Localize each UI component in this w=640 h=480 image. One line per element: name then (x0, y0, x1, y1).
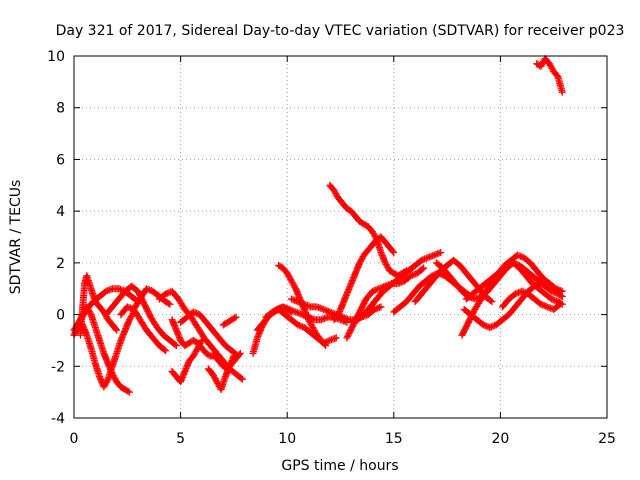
y-tick-label: -2 (51, 359, 65, 375)
series-track-ab (460, 280, 564, 331)
data-point-marker (231, 314, 239, 322)
tick-labels: 0 5 10 15 20 25 -4 -2 0 2 4 6 8 10 (47, 49, 616, 447)
data-point (377, 303, 385, 311)
data-point-marker (112, 325, 120, 333)
x-tick-label: 5 (176, 431, 185, 447)
data-point (322, 342, 330, 350)
series-track-ad (533, 55, 566, 96)
data-point-marker (237, 374, 245, 382)
x-tick-label: 25 (598, 431, 616, 447)
y-tick-label: 2 (56, 256, 65, 272)
data-point (230, 352, 238, 360)
y-tick-label: -4 (51, 411, 65, 427)
data-point (198, 336, 206, 344)
data-point (113, 326, 121, 334)
y-tick-label: 8 (56, 101, 65, 117)
data-point-marker (233, 351, 241, 359)
x-axis-label: GPS time / hours (281, 458, 398, 474)
series-track-t (330, 233, 398, 324)
data-point (488, 298, 496, 306)
data-point (558, 88, 566, 96)
data-point-marker (487, 297, 495, 305)
data-markers (70, 55, 566, 396)
data-point (125, 388, 133, 396)
data-point (420, 264, 428, 272)
data-point (556, 287, 564, 295)
y-tick-label: 4 (56, 204, 65, 220)
series-track-k (177, 308, 242, 360)
series-track-l (204, 352, 238, 394)
data-point-marker (321, 340, 329, 348)
data-point-marker (389, 247, 397, 255)
axis-ticks (73, 55, 608, 419)
x-tick-label: 10 (278, 431, 296, 447)
series-track-v (347, 249, 445, 326)
chart-title: Day 321 of 2017, Sidereal Day-to-day VTE… (56, 23, 625, 39)
y-tick-label: 10 (47, 49, 65, 65)
data-point-marker (171, 341, 179, 349)
data-point (232, 313, 240, 321)
series-track-s (326, 181, 411, 280)
data-point-marker (86, 309, 94, 317)
series-track-f (117, 303, 170, 355)
data-point-marker (103, 377, 111, 385)
data-point (162, 347, 170, 355)
series-track-m (219, 313, 240, 329)
data-point-marker (165, 299, 173, 307)
data-point (166, 300, 174, 308)
x-tick-label: 15 (385, 431, 403, 447)
series-track-q (275, 261, 330, 350)
data-point-marker (160, 346, 168, 354)
data-point-marker (553, 71, 561, 79)
data-point (332, 334, 340, 342)
grid-lines (74, 56, 607, 418)
data-point (238, 375, 246, 383)
data-point-marker (418, 265, 426, 273)
y-axis-label: SDTVAR / TECUs (8, 180, 24, 295)
x-tick-label: 0 (70, 431, 79, 447)
data-point-marker (291, 283, 299, 291)
series-track-ac (499, 287, 564, 313)
data-point-marker (197, 338, 205, 346)
data-point (172, 342, 180, 350)
plot-frame (73, 55, 608, 419)
series-track-p (262, 305, 340, 347)
y-tick-label: 6 (56, 152, 65, 168)
y-tick-label: 0 (56, 308, 65, 324)
data-point (390, 249, 398, 257)
data-point (556, 300, 564, 308)
x-tick-label: 20 (491, 431, 509, 447)
data-point-marker (555, 301, 563, 309)
data-point-marker (124, 387, 132, 395)
series-track-j (168, 336, 206, 386)
data-point (437, 249, 445, 257)
series-track-z (458, 259, 566, 339)
